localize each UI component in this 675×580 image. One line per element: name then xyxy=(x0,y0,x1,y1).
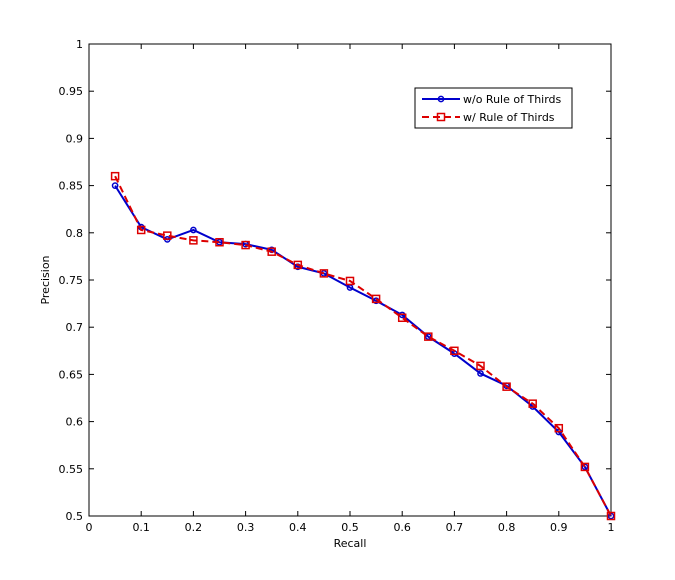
series-2-point xyxy=(606,511,616,521)
series-2-point xyxy=(371,294,381,304)
series-2-point xyxy=(267,247,276,256)
y-tick-label: 0.95 xyxy=(59,85,84,98)
series-1-point xyxy=(111,182,119,189)
series-2-point xyxy=(319,269,329,278)
x-tick-label: 0.5 xyxy=(341,521,359,534)
y-axis-label: Precision xyxy=(39,255,52,304)
x-tick-label: 0 xyxy=(86,521,93,534)
y-tick-label: 0.5 xyxy=(66,510,84,523)
series-2-point xyxy=(528,399,537,408)
x-tick-label: 0.8 xyxy=(498,521,516,534)
legend-label: w/ Rule of Thirds xyxy=(463,111,555,124)
legend-box xyxy=(414,87,573,129)
series-2-point xyxy=(502,382,511,391)
y-tick-label: 0.55 xyxy=(59,463,84,476)
series-1-point xyxy=(190,226,197,234)
x-tick-label: 0.7 xyxy=(446,521,464,534)
series-2-point xyxy=(397,313,407,323)
y-tick-label: 1 xyxy=(76,38,83,51)
y-tick-label: 0.85 xyxy=(59,180,84,193)
series-2-point xyxy=(163,231,172,240)
series-2-point xyxy=(345,276,355,286)
series-2-point xyxy=(241,240,250,250)
y-tick-label: 0.8 xyxy=(66,227,84,240)
series-1-point xyxy=(477,370,484,377)
y-tick-label: 0.75 xyxy=(59,274,84,287)
y-tick-label: 0.6 xyxy=(66,416,84,429)
x-tick-label: 0.9 xyxy=(550,521,568,534)
series-2 xyxy=(110,171,616,521)
x-tick-label: 0.2 xyxy=(185,521,203,534)
series-layer xyxy=(110,171,616,521)
y-tick-label: 0.65 xyxy=(59,368,84,381)
x-tick-label: 0.6 xyxy=(393,521,411,534)
x-axis-label: Recall xyxy=(334,537,367,550)
x-tick-label: 0.4 xyxy=(289,521,307,534)
series-1-point xyxy=(424,333,432,340)
series-1-point xyxy=(607,512,615,520)
series-2-point xyxy=(293,260,303,270)
y-tick-label: 0.9 xyxy=(66,132,84,145)
legend-swatch-marker xyxy=(437,95,445,103)
legend-swatch-marker xyxy=(436,112,446,122)
series-2-point xyxy=(450,346,459,356)
y-tick-label: 0.7 xyxy=(66,321,84,334)
series-2-point xyxy=(554,423,564,433)
x-tick-label: 1 xyxy=(608,521,615,534)
series-2-point xyxy=(476,361,485,371)
series-2-point xyxy=(136,225,146,235)
series-2-point xyxy=(110,171,120,181)
series-1-line xyxy=(114,185,612,517)
series-2-point xyxy=(580,462,590,472)
x-tick-label: 0.1 xyxy=(132,521,150,534)
axis-ticks: 0 0.1 0.2 0.3 0.4 0.5 0.6 0.7 0.8 0.9 1 0.5 0.55 0.6 0… xyxy=(59,38,615,534)
x-tick-label: 0.3 xyxy=(237,521,255,534)
series-2-point xyxy=(215,237,224,247)
series-2-point xyxy=(424,332,433,341)
series-2-line xyxy=(114,175,612,517)
legend: w/o Rule of Thirds w/ Rule of Thirds xyxy=(414,87,573,129)
series-1-point xyxy=(581,463,589,471)
legend-label: w/o Rule of Thirds xyxy=(463,93,562,106)
series-2-point xyxy=(189,236,198,245)
